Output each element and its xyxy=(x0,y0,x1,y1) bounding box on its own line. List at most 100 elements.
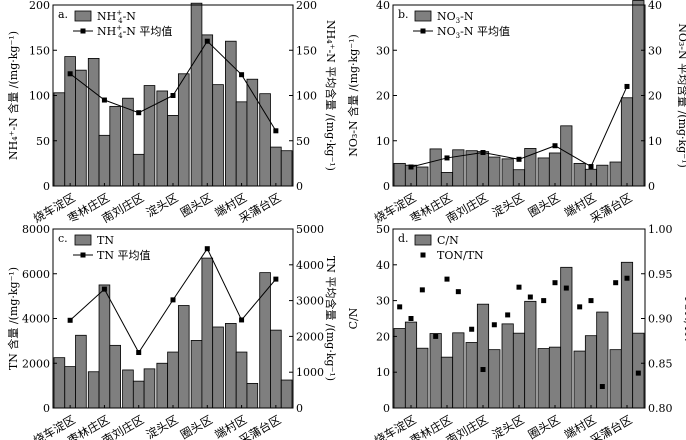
right-tick-label-c-4: 4000 xyxy=(296,259,324,272)
left-tick-label-a-0: 0 xyxy=(43,180,50,193)
legend-swatch-bar-a xyxy=(74,10,92,22)
left-tick-label-a-1: 50 xyxy=(36,135,50,148)
ratio-point-d-1-0 xyxy=(433,333,439,339)
bar-a-0-2 xyxy=(75,69,87,187)
bar-a-1-0 xyxy=(87,58,100,187)
right-tick-label-d-1: 0.85 xyxy=(648,357,673,370)
ratio-point-d-0-2 xyxy=(419,287,425,293)
bar-c-4-2 xyxy=(212,326,224,409)
bar-d-4-0 xyxy=(537,348,550,409)
bar-c-1-2 xyxy=(109,344,121,409)
bar-a-0-0 xyxy=(53,92,66,187)
right-tick-label-b-0: 0 xyxy=(648,180,655,193)
bar-b-2-0 xyxy=(465,150,478,187)
left-axis-title-d: C/N xyxy=(347,307,360,329)
ratio-point-d-5-0 xyxy=(577,304,583,310)
bar-d-6-1 xyxy=(620,261,634,409)
left-tick-label-c-0: 0 xyxy=(43,402,50,415)
bar-a-4-0 xyxy=(190,2,203,187)
ratio-point-d-3-0 xyxy=(505,312,511,318)
chart-panel-d: 010203040500.800.850.900.951.00烧车淀区枣林庄区南… xyxy=(347,223,686,440)
legend-label-d-1: TON/TN xyxy=(437,249,484,262)
right-axis-title-d: TON/TN xyxy=(682,295,686,342)
bar-b-4-1 xyxy=(548,152,562,187)
mean-point-a-3 xyxy=(170,93,176,98)
right-tick-label-d-4: 1.00 xyxy=(648,223,673,236)
bar-b-2-1 xyxy=(476,151,490,187)
left-tick-label-d-1: 10 xyxy=(376,366,390,379)
panel-label-a: a. xyxy=(58,8,68,21)
right-tick-label-c-3: 3000 xyxy=(296,295,324,308)
right-tick-label-d-0: 0.80 xyxy=(648,402,673,415)
right-axis-title-c: TN 平均含量 /(mg·kg⁻¹) xyxy=(324,256,338,381)
bar-d-2-1 xyxy=(476,303,490,409)
bar-a-3-1 xyxy=(167,115,179,187)
bar-b-4-0 xyxy=(537,157,550,187)
legend-swatch-marker-d xyxy=(420,252,426,258)
right-tick-label-d-2: 0.90 xyxy=(648,313,673,326)
mean-point-b-3 xyxy=(516,156,522,162)
bar-d-0-1 xyxy=(404,321,418,409)
right-tick-label-a-1: 50 xyxy=(296,135,310,148)
ratio-point-d-2-0 xyxy=(469,326,475,332)
bar-d-1-2 xyxy=(452,332,465,409)
category-label-a-3: 淀头区 xyxy=(144,190,181,219)
bar-d-1-1 xyxy=(440,356,454,409)
bar-d-5-0 xyxy=(573,350,586,409)
bar-a-4-1 xyxy=(201,34,214,187)
bar-b-5-2 xyxy=(596,164,609,187)
left-axis-title-a: NH₄⁺-N 含量 /(mg·kg⁻¹) xyxy=(6,31,20,160)
mean-point-b-4 xyxy=(552,143,558,149)
left-tick-label-b-2: 20 xyxy=(376,90,390,103)
bar-a-3-0 xyxy=(156,90,169,187)
ratio-point-d-6-2 xyxy=(635,370,641,376)
category-label-c-4: 圈头区 xyxy=(178,412,215,440)
left-axis-title-b: NO₃-N 含量 /(mg·kg⁻¹) xyxy=(346,34,360,157)
ratio-point-d-6-0 xyxy=(613,280,619,286)
legend-label-b-1: NO3-N 平均值 xyxy=(437,25,510,40)
ratio-point-d-2-1 xyxy=(480,367,486,373)
category-label-a-4: 圈头区 xyxy=(178,190,215,219)
left-tick-label-d-2: 20 xyxy=(376,330,390,343)
bar-c-5-2 xyxy=(246,382,259,409)
bar-b-5-0 xyxy=(573,162,586,187)
bar-a-1-2 xyxy=(109,105,121,187)
panel-label-c: c. xyxy=(58,232,68,245)
bar-c-2-2 xyxy=(143,368,156,409)
mean-point-c-6 xyxy=(273,276,279,282)
category-label-b-2: 南刘庄区 xyxy=(444,190,491,225)
bar-a-3-2 xyxy=(177,73,190,187)
ratio-point-d-1-2 xyxy=(455,289,461,295)
right-tick-label-a-0: 0 xyxy=(296,180,303,193)
legend-swatch-marker-b xyxy=(420,28,426,34)
bar-c-6-1 xyxy=(270,329,282,409)
category-label-b-4: 圈头区 xyxy=(526,190,563,219)
left-tick-label-b-0: 0 xyxy=(383,180,390,193)
ratio-point-d-4-2 xyxy=(563,285,569,291)
bar-a-4-2 xyxy=(212,84,224,187)
chart-panel-a: 050100150200050100150200烧车淀区枣林庄区南刘庄区淀头区圈… xyxy=(6,0,338,226)
mean-point-c-3 xyxy=(170,297,176,303)
bar-d-3-1 xyxy=(512,332,526,409)
legend-swatch-bar-c xyxy=(74,234,92,246)
ratio-point-d-2-2 xyxy=(491,322,497,328)
mean-point-c-5 xyxy=(239,317,245,323)
right-tick-label-a-3: 150 xyxy=(296,44,317,57)
right-axis-title-b: NO₃-N 平均含量 /(mg·kg⁻¹) xyxy=(676,23,686,168)
bar-d-0-0 xyxy=(393,328,406,409)
ratio-point-d-3-1 xyxy=(516,284,522,290)
category-label-c-3: 淀头区 xyxy=(144,412,181,440)
panel-label-b: b. xyxy=(398,8,409,21)
legend-swatch-marker-c xyxy=(80,252,86,258)
bar-c-0-1 xyxy=(64,366,76,409)
mean-point-b-6 xyxy=(624,83,630,89)
bar-d-5-1 xyxy=(584,335,598,409)
category-label-b-6: 采蒲台区 xyxy=(588,190,635,225)
right-tick-label-c-1: 1000 xyxy=(296,366,324,379)
bar-d-6-0 xyxy=(609,349,622,409)
left-axis-title-c: TN 含量 /(mg·kg⁻¹) xyxy=(6,267,20,370)
bar-c-3-1 xyxy=(167,351,179,409)
bar-d-0-2 xyxy=(416,347,429,409)
right-tick-label-a-2: 100 xyxy=(296,90,317,103)
